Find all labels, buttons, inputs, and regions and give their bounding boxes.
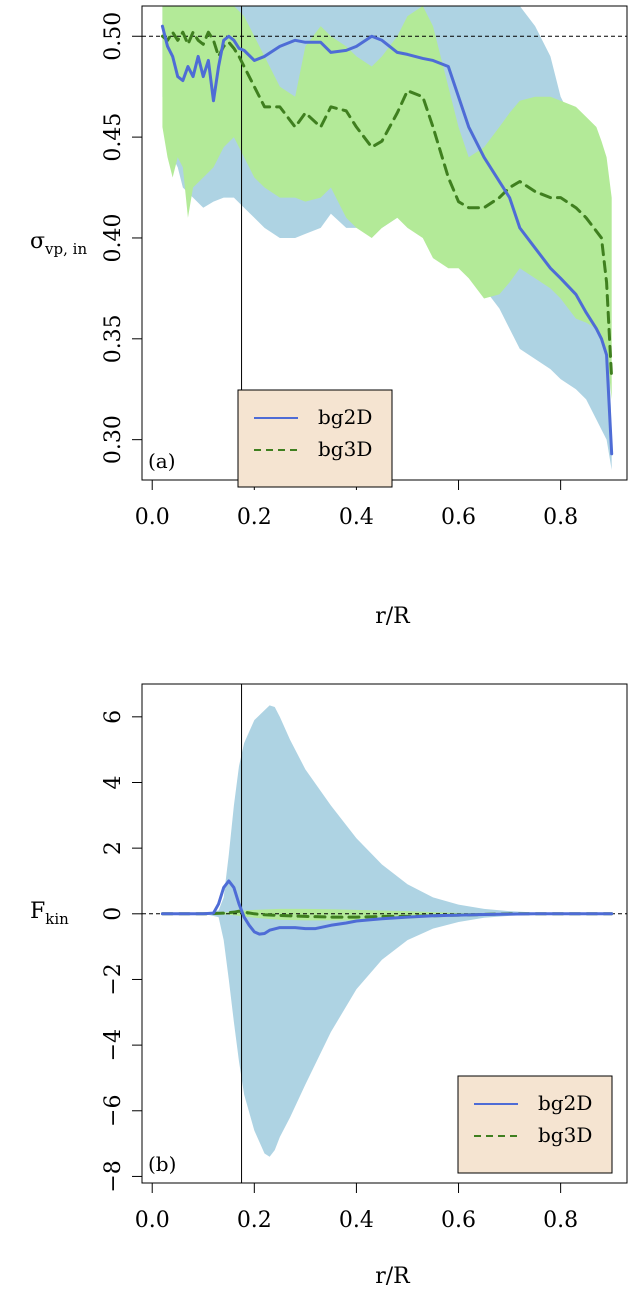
x-tick-label: 0.2	[237, 1208, 272, 1233]
y-tick-label: 0.35	[101, 314, 126, 363]
y-tick-label: −6	[101, 1095, 126, 1127]
x-tick-label: 0.8	[543, 1208, 578, 1233]
x-axis-title: r/R	[375, 604, 411, 629]
y-tick-label: 2	[101, 841, 126, 855]
y-tick-label: −8	[101, 1160, 126, 1192]
legend: bg2D bg3D	[457, 1075, 613, 1174]
y-axis-title-sub: vp, in	[44, 240, 87, 258]
x-tick-label: 0.2	[237, 505, 272, 530]
legend-label-bg3d: bg3D	[538, 1123, 592, 1147]
y-tick-label: −4	[101, 1029, 126, 1061]
panel-a: 0.0 0.2 0.4 0.6 0.8 0.30 0.35 0.40 0.45 0.50 r/R σv…	[30, 5, 628, 629]
y-tick-label: 0.45	[101, 113, 126, 162]
plot-area	[142, 6, 627, 480]
series-line-bg2d	[160, 879, 614, 936]
y-tick-label: 0.50	[101, 12, 126, 61]
x-tick-label: 0.6	[441, 1208, 476, 1233]
panel-tag: (b)	[148, 1152, 176, 1176]
legend: bg2D bg3D	[237, 389, 393, 488]
x-tick-label: 0.6	[441, 505, 476, 530]
y-axis-title-main: F	[30, 899, 45, 924]
legend-box	[237, 389, 393, 488]
x-tick-label: 0.0	[135, 1208, 170, 1233]
x-tick-label: 0.4	[339, 505, 374, 530]
y-tick-label: 0.30	[101, 415, 126, 464]
y-tick-label: 0.40	[101, 213, 126, 262]
series-line-bg3d	[160, 30, 614, 381]
y-tick-label: −2	[101, 963, 126, 995]
plot-frame	[141, 683, 628, 1184]
legend-label-bg3d: bg3D	[318, 437, 372, 461]
y-axis-title: Fkin	[30, 899, 69, 928]
x-tick-label: 0.8	[543, 505, 578, 530]
y-tick-label: 0	[101, 907, 126, 921]
plot-area	[142, 684, 627, 1183]
legend-label-bg2d: bg2D	[538, 1091, 592, 1115]
y-axis-title-main: σ	[30, 229, 45, 254]
panel-tag: (a)	[148, 449, 176, 473]
y-tick-label: 4	[101, 775, 126, 789]
x-tick-label: 0.0	[135, 505, 170, 530]
panel-b: 0.0 0.2 0.4 0.6 0.8 −8 −6 −4 −2 0 2 4 6 r/R Fkin (b) bg2…	[30, 683, 628, 1289]
band-bg3d	[162, 6, 612, 400]
legend-box	[457, 1075, 613, 1174]
y-axis-title-sub: kin	[45, 910, 69, 928]
series-line-bg2d	[160, 24, 614, 456]
band-bg2d	[162, 705, 612, 1157]
legend-label-bg2d: bg2D	[318, 405, 372, 429]
y-tick-label: 6	[101, 710, 126, 724]
y-axis-title: σvp, in	[30, 229, 87, 258]
band-bg3d	[162, 908, 612, 921]
x-axis-title: r/R	[375, 1264, 411, 1289]
x-tick-label: 0.4	[339, 1208, 374, 1233]
